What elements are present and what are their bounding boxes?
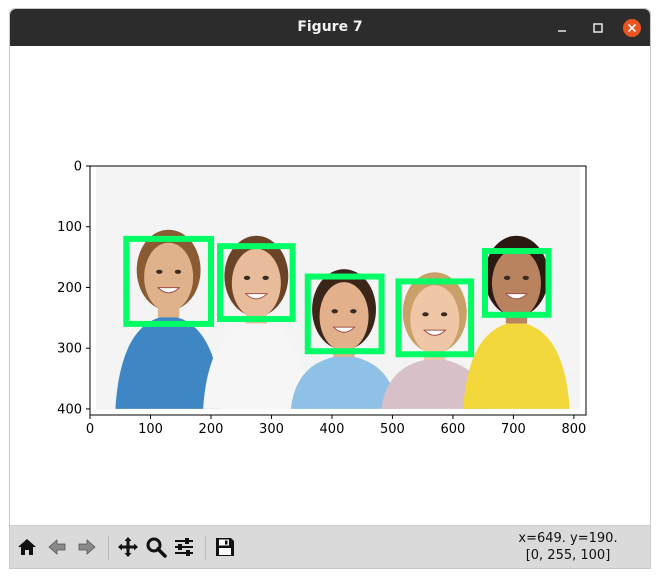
toolbar-separator <box>108 536 109 560</box>
y-tick-label-300: 300 <box>57 342 82 357</box>
pan-button[interactable] <box>115 534 141 560</box>
configure-subplots-button[interactable] <box>171 534 197 560</box>
face-box-1 <box>123 235 214 327</box>
y-tick-label-0: 0 <box>74 160 82 175</box>
home-button[interactable] <box>14 534 40 560</box>
forward-icon <box>78 539 96 555</box>
cursor-pixel-value: [0, 255, 100] <box>525 548 611 563</box>
window-title: Figure 7 <box>297 19 363 35</box>
forward-button[interactable] <box>74 534 100 560</box>
zoom-icon <box>146 537 167 558</box>
x-tick-label-100: 100 <box>138 422 163 437</box>
maximize-icon <box>593 23 603 33</box>
x-tick-label-200: 200 <box>199 422 224 437</box>
close-button[interactable] <box>622 18 642 38</box>
toolbar-separator <box>205 536 206 560</box>
person-1 <box>115 229 222 409</box>
pan-icon <box>118 537 138 557</box>
person-5 <box>463 235 570 409</box>
configure-subplots-icon <box>175 538 193 556</box>
cursor-readout: x=649. y=190. [0, 255, 100] <box>498 530 638 564</box>
face-box-3 <box>304 273 385 355</box>
save-icon <box>216 538 234 556</box>
y-tick-label-100: 100 <box>57 220 82 235</box>
zoom-button[interactable] <box>143 534 169 560</box>
y-tick-label-400: 400 <box>57 402 82 417</box>
back-icon <box>48 539 66 555</box>
x-tick-label-600: 600 <box>441 422 466 437</box>
face-box-2 <box>217 243 296 323</box>
axes-frame <box>89 165 587 416</box>
x-tick-label-700: 700 <box>501 422 526 437</box>
home-icon <box>18 539 36 555</box>
minimize-button[interactable] <box>552 18 572 38</box>
person-2 <box>203 235 310 409</box>
face-box-5 <box>481 248 552 318</box>
figure-window: Figure 7 0 100 200 300 400 500 600 700 800 0 100 20… <box>9 8 651 569</box>
save-button[interactable] <box>212 534 238 560</box>
navigation-toolbar: x=649. y=190. [0, 255, 100] <box>10 525 650 568</box>
back-button[interactable] <box>44 534 70 560</box>
plot-axes[interactable]: 0 100 200 300 400 500 600 700 800 0 100 200 300 400 <box>10 46 650 525</box>
title-bar[interactable]: Figure 7 <box>10 9 650 46</box>
minimize-icon <box>558 30 566 32</box>
figure-canvas[interactable]: 0 100 200 300 400 500 600 700 800 0 100 200 300 400 <box>10 46 650 525</box>
maximize-button[interactable] <box>588 18 608 38</box>
x-tick-label-400: 400 <box>320 422 345 437</box>
x-tick-label-500: 500 <box>380 422 405 437</box>
face-box-4 <box>395 278 475 358</box>
close-icon <box>623 19 641 37</box>
y-tick-label-200: 200 <box>57 281 82 296</box>
cursor-coordinates: x=649. y=190. <box>518 531 618 546</box>
x-tick-label-300: 300 <box>259 422 284 437</box>
x-tick-label-0: 0 <box>86 422 94 437</box>
person-4 <box>381 272 489 409</box>
x-tick-label-800: 800 <box>561 422 586 437</box>
